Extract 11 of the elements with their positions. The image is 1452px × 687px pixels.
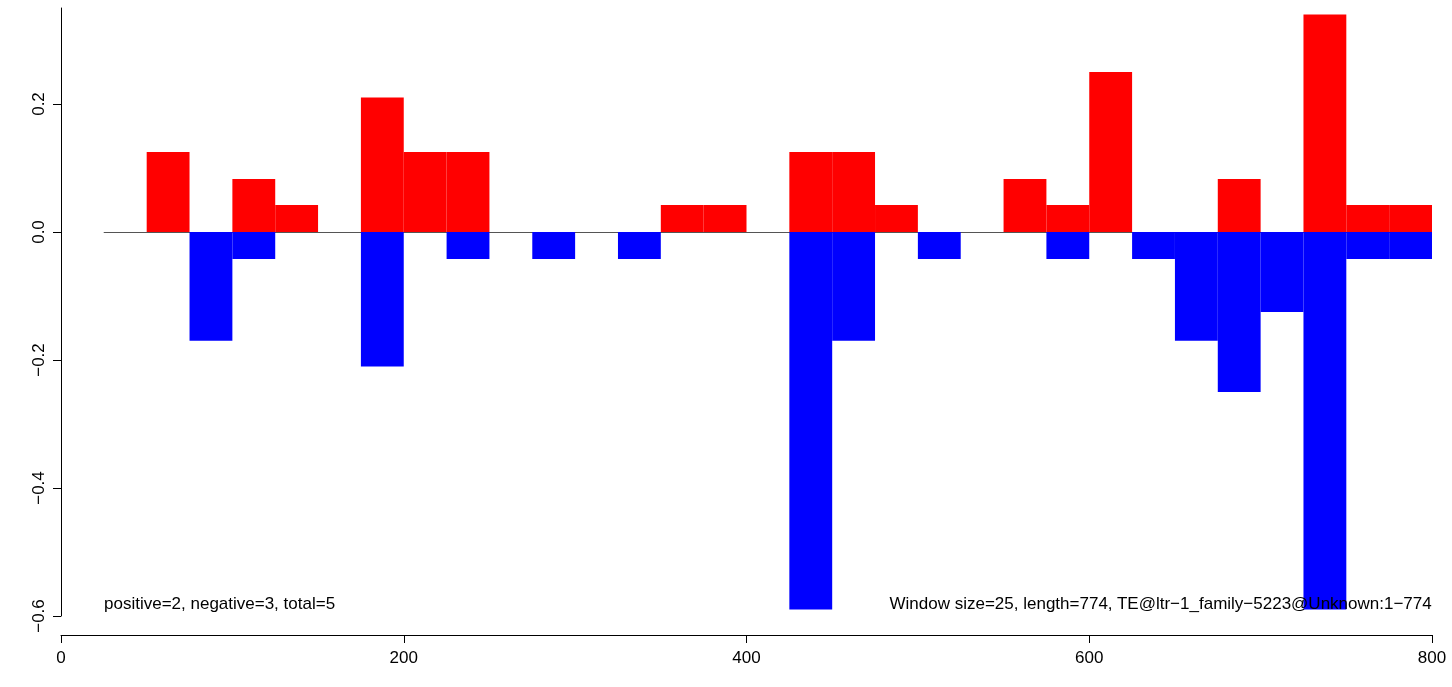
y-tick-label: 0.0 [29, 220, 48, 244]
y-tick-label: −0.2 [29, 343, 48, 377]
x-tick-label: 200 [389, 648, 418, 667]
y-tick-label: 0.2 [29, 92, 48, 116]
x-tick-label: 400 [732, 648, 761, 667]
y-tick-label: −0.6 [29, 599, 48, 633]
x-tick-label: 800 [1417, 648, 1447, 667]
x-tick-label: 600 [1075, 648, 1104, 667]
x-tick-label: 0 [56, 648, 66, 667]
y-tick-label: −0.4 [29, 471, 48, 505]
annotation: positive=2, negative=3, total=5 [104, 594, 336, 613]
